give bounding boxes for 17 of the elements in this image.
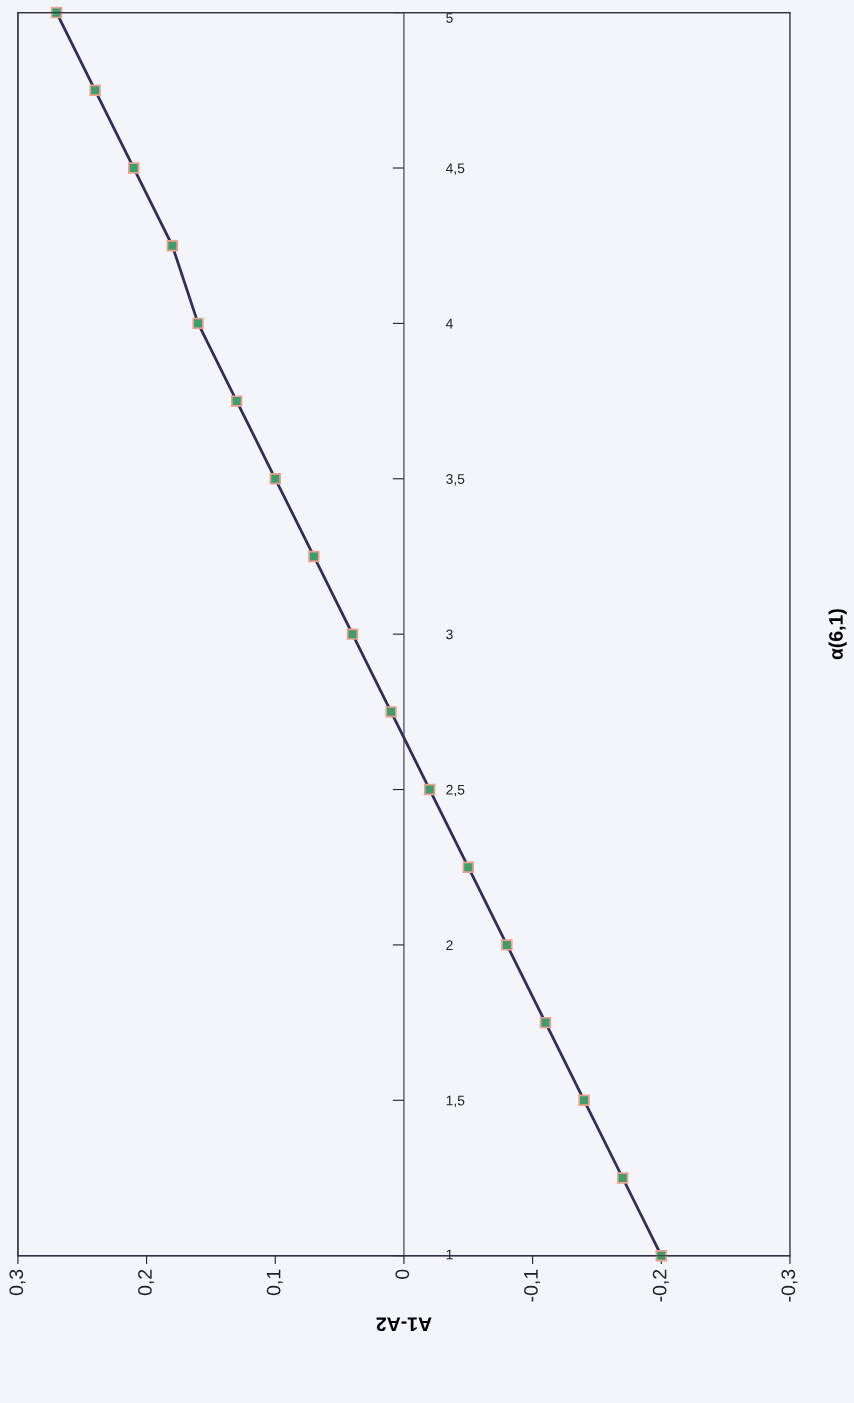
y-tick-label: 3 <box>446 629 453 640</box>
y-axis-title: α(6,1) <box>828 609 847 660</box>
y-tick-label: 2,5 <box>446 784 465 797</box>
y-tick-label: 1,5 <box>446 1095 465 1108</box>
y-tick-label: 3,5 <box>446 474 465 486</box>
x-tick-label: -0,3 <box>781 1269 798 1302</box>
x-tick-label: 0 <box>395 1269 410 1279</box>
x-tick-label: -0,2 <box>652 1269 669 1302</box>
y-tick-label: 5 <box>446 13 453 23</box>
x-tick-label: 0,2 <box>138 1269 155 1296</box>
y-tick-label: 4,5 <box>445 163 465 175</box>
x-tick-label: 0,3 <box>9 1269 26 1296</box>
x-tick-label: 0,1 <box>266 1269 283 1296</box>
y-tick-label: 2 <box>446 940 453 950</box>
x-tick-label: -0,1 <box>524 1269 541 1302</box>
x-axis-title: A1-A2 <box>376 1317 432 1332</box>
y-tick-label: 4 <box>445 318 453 329</box>
